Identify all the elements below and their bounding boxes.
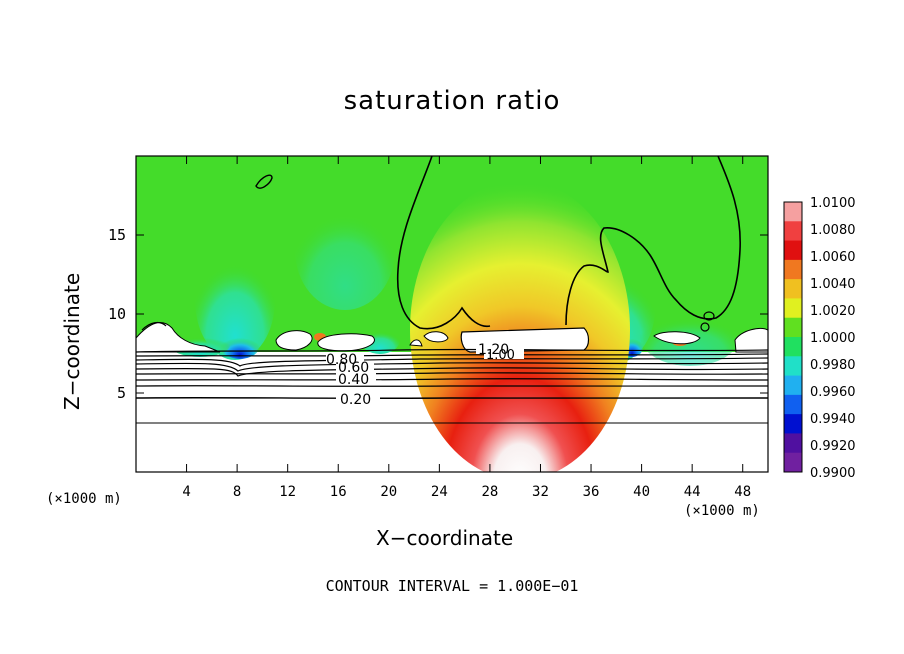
colorbar-swatch [784, 375, 802, 396]
x-tick-label: 24 [431, 484, 448, 500]
colorbar-swatch [784, 394, 802, 415]
colorbar: 1.0100 1.0080 1.0060 1.0040 1.0020 1.0000 0.99… [783, 196, 856, 481]
x-tick-label: 44 [684, 484, 701, 500]
colorbar-swatch [784, 259, 802, 280]
x-axis: 4 8 12 16 20 24 28 32 36 40 44 48 [182, 156, 751, 500]
colorbar-label: 0.9960 [810, 385, 856, 400]
contour-label-120: 1.20 [478, 342, 509, 358]
colorbar-swatch [784, 317, 802, 338]
x-unit-label-left: (×1000 m) [46, 491, 122, 507]
colorbar-label: 0.9920 [810, 439, 856, 454]
colorbar-frame [783, 201, 803, 473]
colorbar-swatch [784, 452, 802, 473]
colorbar-label: 1.0040 [810, 277, 856, 292]
colorbar-label: 1.0080 [810, 223, 856, 238]
colorbar-swatch [784, 221, 802, 242]
x-tick-label: 32 [532, 484, 549, 500]
colorbar-swatch [784, 240, 802, 261]
contour-label-100: 1.00 [486, 348, 515, 363]
y-tick-label: 5 [117, 384, 126, 402]
colorbar-swatch [784, 202, 802, 222]
colorbar-swatch [784, 298, 802, 319]
x-tick-label: 8 [233, 484, 241, 500]
contour-label-040: 0.40 [338, 372, 369, 388]
y-axis: 5 10 15 [108, 226, 768, 402]
contour-label-080: 0.80 [326, 352, 357, 368]
x-tick-label: 40 [633, 484, 650, 500]
x-tick-label: 4 [182, 484, 190, 500]
colorbar-swatch [784, 356, 802, 377]
colorbar-swatch [784, 337, 802, 357]
colorbar-label: 0.9980 [810, 358, 856, 373]
colorbar-label: 1.0100 [810, 196, 856, 211]
colorbar-swatch [784, 279, 802, 299]
y-tick-label: 15 [108, 226, 126, 244]
x-axis-label: X−coordinate [376, 526, 514, 550]
x-tick-label: 48 [734, 484, 751, 500]
x-unit-label-right: (×1000 m) [684, 503, 760, 519]
colorbar-label: 1.0020 [810, 304, 856, 319]
colorbar-label: 1.0060 [810, 250, 856, 265]
heatmap-field: 0.80 0.60 0.40 0.20 1.20 1.00 [136, 156, 768, 472]
chart-title: saturation ratio [343, 86, 561, 116]
x-tick-label: 20 [380, 484, 397, 500]
x-tick-label: 28 [481, 484, 498, 500]
x-tick-label: 36 [583, 484, 600, 500]
colorbar-label: 0.9940 [810, 412, 856, 427]
y-axis-label: Z−coordinate [60, 272, 84, 410]
contour-label-020: 0.20 [340, 392, 371, 408]
contour-interval-note: CONTOUR INTERVAL = 1.000E−01 [325, 577, 579, 595]
colorbar-label: 0.9900 [810, 466, 856, 481]
colorbar-label: 1.0000 [810, 331, 856, 346]
x-tick-label: 16 [330, 484, 347, 500]
colorbar-swatch [784, 433, 802, 454]
contour-label-060: 0.60 [338, 360, 369, 376]
colorbar-swatch [784, 414, 802, 434]
y-tick-label: 10 [108, 305, 126, 323]
x-tick-label: 12 [279, 484, 296, 500]
